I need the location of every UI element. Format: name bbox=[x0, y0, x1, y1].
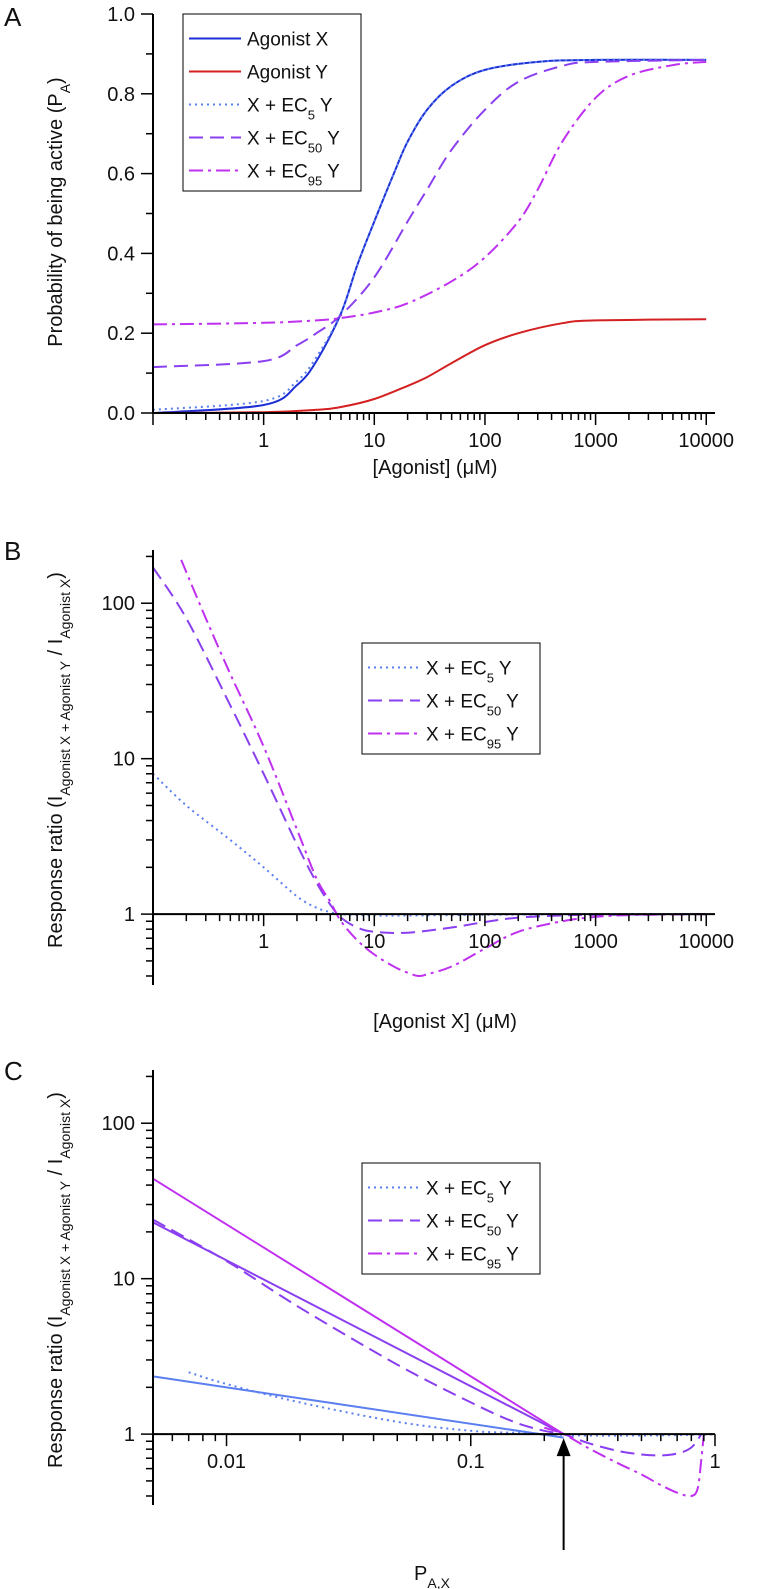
panel-c-legend-box bbox=[361, 1162, 541, 1275]
panel-a-y-tick-label: 0.8 bbox=[107, 84, 135, 106]
panel-b-y-title-main: Response ratio (I bbox=[45, 796, 67, 948]
panel-a-y-title-main: Probability of being active (P bbox=[45, 93, 67, 346]
panel-b-y-tick-label: 10 bbox=[113, 749, 135, 771]
panel-c-series-ec95 bbox=[543, 1426, 705, 1498]
panel-c-x-title: PA,X bbox=[414, 1563, 451, 1589]
panel-c-legend-label-ec95: X + EC95 Y bbox=[426, 1245, 519, 1272]
panel-c-series-ec5-fit bbox=[152, 1375, 564, 1439]
panel-b-legend-box bbox=[361, 642, 541, 755]
panel-c-legend-label-ec5: X + EC5 Y bbox=[426, 1179, 512, 1206]
panel-b-y-title: Response ratio (IAgonist X + Agonist Y /… bbox=[45, 572, 73, 948]
panel-b-series-ec50 bbox=[152, 566, 707, 934]
panel-c-series-ec50-fit bbox=[152, 1221, 565, 1435]
panel-c-x-title-main: P bbox=[414, 1563, 427, 1585]
panel-a-lines bbox=[152, 58, 707, 414]
panel-a-series-ec50 bbox=[152, 58, 707, 369]
panel-a-legend-label-agonist_y: Agonist Y bbox=[247, 63, 328, 84]
panel-a-y-tick-label: 0.6 bbox=[107, 164, 135, 186]
panel-a-legend-label-ec50: X + EC50 Y bbox=[247, 129, 340, 156]
panel-c-series-ec5 bbox=[188, 1371, 716, 1437]
panel-b-y-title-sub1: Agonist X + Agonist Y bbox=[57, 660, 73, 795]
panel-b-y-title-end: ) bbox=[45, 572, 67, 579]
panel-a-y-tick-label: 0.2 bbox=[107, 323, 135, 345]
panel-b-x-tick-label: 1 bbox=[258, 931, 269, 953]
panel-b-lines bbox=[152, 559, 707, 978]
panel-b-y-tick-label: 100 bbox=[102, 593, 135, 615]
panel-b-y-title-sub2: Agonist X bbox=[57, 578, 73, 639]
panel-c-y-tick-label: 100 bbox=[102, 1113, 135, 1135]
panel-c-series-ec95-fit bbox=[152, 1177, 565, 1435]
panel-c-x-tick-label: 1 bbox=[709, 1451, 720, 1473]
panel-c-y-title-main: Response ratio (I bbox=[45, 1316, 67, 1468]
panel-a-legend: Agonist X Agonist Y X + EC5 Y X + EC50 Y X +… bbox=[182, 13, 362, 192]
panel-a-y-tick-label: 0.0 bbox=[107, 403, 135, 425]
panel-b-x-title: [Agonist X] (μM) bbox=[373, 1011, 517, 1033]
panel-b-legend-label-ec95: X + EC95 Y bbox=[426, 725, 519, 752]
panel-c-legend: X + EC5 Y X + EC50 Y X + EC95 Y bbox=[361, 1162, 541, 1275]
panel-a-series-ec5 bbox=[152, 58, 707, 411]
panel-b-legend-label-ec50: X + EC50 Y bbox=[426, 692, 519, 719]
panel-c-y-title-end: ) bbox=[45, 1092, 67, 1099]
panel-b-series-ec5 bbox=[152, 772, 707, 917]
panel-c-x-title-sub: A,X bbox=[427, 1575, 450, 1589]
panel-a-y-tick-label: 1.0 bbox=[107, 4, 135, 26]
panel-a-y-title-end: ) bbox=[45, 77, 67, 84]
panel-a-x-tick-label: 10 bbox=[363, 430, 385, 452]
panel-a-x-tick-label: 1000 bbox=[573, 430, 618, 452]
panel-c-y-title-sub1: Agonist X + Agonist Y bbox=[57, 1180, 73, 1315]
panel-a-axes: 1 10 100 1000 10000 0.0 0.2 0.4 0.6 0.8 1.0 bbox=[107, 4, 734, 452]
panel-c-legend-label-ec50: X + EC50 Y bbox=[426, 1212, 519, 1239]
panel-a-legend-label-ec95: X + EC95 Y bbox=[247, 162, 340, 189]
panel-c-y-title-mid: / I bbox=[45, 1159, 67, 1181]
panel-a-y-title: Probability of being active (PA) bbox=[45, 77, 73, 346]
panel-b-axes: 1 10 100 1000 10000 1 10 100 bbox=[102, 550, 734, 985]
panel-b-x-tick-label: 1000 bbox=[573, 931, 618, 953]
panel-c-y-title-sub2: Agonist X bbox=[57, 1098, 73, 1159]
panel-b-x-tick-label: 10 bbox=[363, 931, 385, 953]
panel-a-series-agonist_y bbox=[152, 318, 707, 414]
panel-c-x-tick-label: 0.1 bbox=[457, 1451, 485, 1473]
panel-b-legend-label-ec5: X + EC5 Y bbox=[426, 659, 512, 686]
panel-c-series-ec50 bbox=[152, 1218, 703, 1457]
panel-c-y-tick-label: 1 bbox=[124, 1424, 135, 1446]
panel-b-y-tick-label: 1 bbox=[124, 904, 135, 926]
panel-a-x-title: [Agonist] (μM) bbox=[373, 457, 498, 479]
panel-b-x-tick-label: 100 bbox=[468, 931, 501, 953]
panel-a-legend-box bbox=[182, 13, 362, 192]
panel-b-y-title-mid: / I bbox=[45, 639, 67, 661]
panel-a-x-tick-label: 1 bbox=[258, 430, 269, 452]
panel-a-legend-label-ec5: X + EC5 Y bbox=[247, 96, 333, 123]
panel-a: A 1 10 100 1000 10000 0.0 0.2 0.4 0.6 0.8 1.0 [Ago… bbox=[4, 2, 734, 479]
panel-b-letter: B bbox=[4, 536, 21, 566]
panel-c-axes: 0.01 0.1 1 1 10 100 bbox=[102, 1070, 721, 1505]
panel-a-y-title-sub: A bbox=[57, 83, 73, 93]
panel-a-x-tick-label: 10000 bbox=[678, 430, 734, 452]
panel-b: B 1 10 100 1000 10000 1 10 100 [Agonist X] (μM)… bbox=[4, 536, 734, 1033]
panel-a-legend-label-agonist_x: Agonist X bbox=[247, 30, 329, 51]
panel-a-letter: A bbox=[4, 2, 22, 32]
panel-b-legend: X + EC5 Y X + EC50 Y X + EC95 Y bbox=[361, 642, 541, 755]
panel-c-arrow bbox=[556, 1438, 571, 1550]
panel-c-lines bbox=[152, 1177, 716, 1498]
panel-a-series-ec95 bbox=[152, 60, 707, 326]
panel-c-x-tick-label: 0.01 bbox=[207, 1451, 246, 1473]
panel-b-series-ec95 bbox=[180, 559, 707, 978]
panel-c-y-title: Response ratio (IAgonist X + Agonist Y /… bbox=[45, 1092, 73, 1468]
panel-a-x-tick-label: 100 bbox=[468, 430, 501, 452]
panel-a-y-tick-label: 0.4 bbox=[107, 243, 135, 265]
panel-b-x-tick-label: 10000 bbox=[678, 931, 734, 953]
panel-c-letter: C bbox=[4, 1056, 23, 1086]
panel-c-arrow-head bbox=[556, 1438, 571, 1457]
panel-c-y-tick-label: 10 bbox=[113, 1269, 135, 1291]
